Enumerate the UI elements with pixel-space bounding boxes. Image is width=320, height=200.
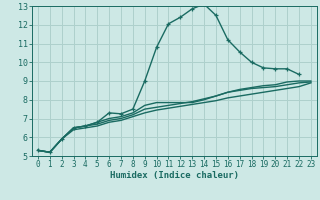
X-axis label: Humidex (Indice chaleur): Humidex (Indice chaleur) — [110, 171, 239, 180]
